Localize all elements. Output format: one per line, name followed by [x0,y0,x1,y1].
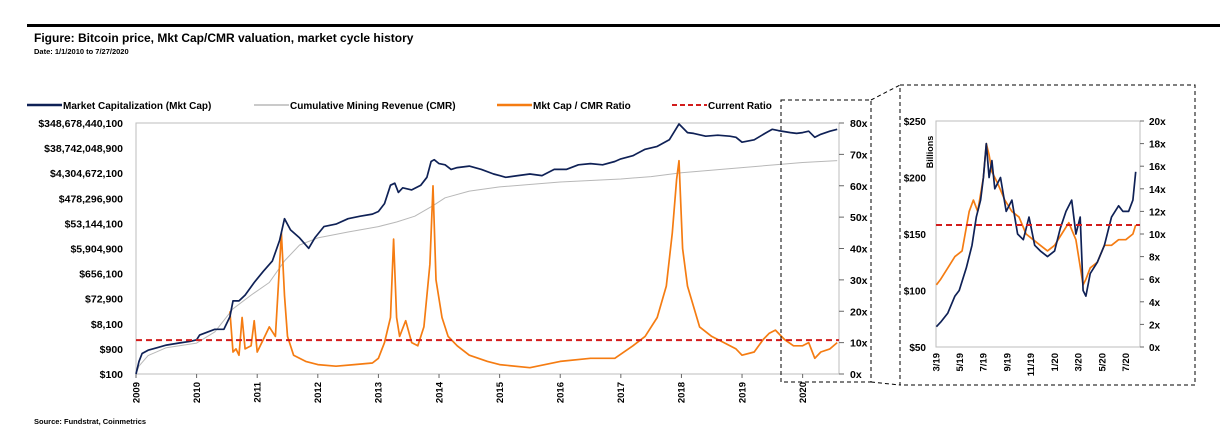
main-plot-frame [135,122,840,375]
inset-y-axis-label: Billions [925,136,935,169]
top-rule [27,24,1220,27]
y-left-tick-label: $348,678,440,100 [38,118,123,130]
y-left-tick-label: $100 [100,369,124,381]
y-right-tick-label: 80x [850,118,868,130]
y-right-tick-label: 70x [850,149,868,161]
series-line-cumulative-mining-revenue-cmr- [135,160,838,375]
x-tick-label: 2011 [253,381,264,402]
series-line-market-capitalization-mkt-cap- [135,123,838,375]
y-left-tick-label: $478,296,900 [59,193,123,205]
y-right-tick-label: 60x [850,181,868,193]
inset-x-tick-label: 1/20 [1050,353,1061,372]
inset-plot: $250 $200 $150 $100 $50 20x 18x 16x 14x 12x 10x 8x 6… [904,117,1166,376]
inset-series-line-mkt-cap-cmr-ratio [935,142,1137,286]
x-tick-label: 2009 [131,382,142,403]
y-left-tick-label: $656,100 [79,269,123,281]
y-left-tick-label: $5,904,900 [70,244,123,256]
y-left-tick-label: $72,900 [85,294,123,306]
y-right-tick-label: 50x [850,212,868,224]
x-tick-label: 2016 [556,382,567,403]
inset-y-left-tick-label: $50 [909,343,926,354]
x-tick-label: 2018 [677,382,688,403]
inset-x-tick-label: 5/20 [1097,353,1108,372]
zoom-connector-bottom [870,381,901,386]
inset-y-right-tick-label: 4x [1149,298,1161,309]
figure-subtitle: Date: 1/1/2010 to 7/27/2020 [34,47,129,56]
x-tick-label: 2012 [313,382,324,403]
main-plot: $348,678,440,100 $38,742,048,900 $4,304,67… [38,118,867,403]
legend: Market Capitalization (Mkt Cap) Cumulati… [27,101,772,112]
inset-y-right-tick-label: 16x [1149,162,1166,173]
legend-label-cmr: Cumulative Mining Revenue (CMR) [290,101,456,112]
inset-x-tick-label: 7/20 [1121,353,1132,372]
y-left-tick-label: $53,144,100 [65,218,124,230]
figure-source: Source: Fundstrat, Coinmetrics [34,417,147,426]
y-right-tick-label: 40x [850,244,868,256]
inset-y-left-tick-label: $150 [904,230,927,241]
inset-x-tick-label: 3/20 [1074,353,1085,372]
x-tick-label: 2013 [374,382,385,403]
x-tick-label: 2019 [737,382,748,403]
inset-y-right-tick-label: 8x [1149,253,1161,264]
inset-plot-frame [935,120,1141,348]
inset-y-left-tick-label: $250 [904,117,927,128]
y-right-tick-label: 10x [850,338,868,350]
y-right-tick-label: 20x [850,306,868,318]
inset-y-right-tick-label: 0x [1149,343,1161,354]
y-left-tick-label: $4,304,672,100 [50,168,123,180]
y-left-tick-label: $900 [100,344,124,356]
inset-y-right-tick-label: 20x [1149,117,1166,128]
y-right-tick-label: 0x [850,369,862,381]
inset-y-right-tick-label: 18x [1149,140,1166,151]
inset-x-tick-label: 7/19 [979,353,990,372]
inset-y-left-tick-label: $200 [904,174,927,185]
zoom-connector-top [870,84,901,101]
y-right-tick-label: 30x [850,275,868,287]
legend-label-ratio: Mkt Cap / CMR Ratio [533,101,631,112]
series-line-mkt-cap-cmr-ratio [229,159,838,369]
inset-x-tick-label: 3/19 [931,353,942,372]
inset-series-line-market-capitalization-mkt-cap- [935,142,1137,328]
figure-title: Figure: Bitcoin price, Mkt Cap/CMR valua… [34,31,414,45]
x-tick-label: 2017 [616,382,627,403]
inset-y-right-tick-label: 10x [1149,230,1166,241]
x-tick-label: 2010 [192,382,203,403]
zoom-region-box [780,99,872,383]
x-tick-label: 2015 [495,381,506,403]
legend-label-mkt-cap: Market Capitalization (Mkt Cap) [63,101,211,112]
y-left-tick-label: $8,100 [91,319,123,331]
inset-y-right-tick-label: 6x [1149,275,1161,286]
inset-x-tick-label: 9/19 [1002,353,1013,372]
legend-label-current-ratio: Current Ratio [708,101,772,112]
y-left-tick-label: $38,742,048,900 [44,143,123,155]
inset-x-tick-label: 11/19 [1026,353,1037,376]
x-tick-label: 2014 [434,381,445,403]
x-tick-label: 2020 [798,382,809,403]
inset-x-tick-label: 5/19 [955,353,966,372]
inset-y-right-tick-label: 2x [1149,320,1161,331]
inset-y-right-tick-label: 12x [1149,207,1166,218]
inset-y-right-tick-label: 14x [1149,185,1166,196]
inset-y-left-tick-label: $100 [904,287,927,298]
inset-box [899,84,1196,386]
